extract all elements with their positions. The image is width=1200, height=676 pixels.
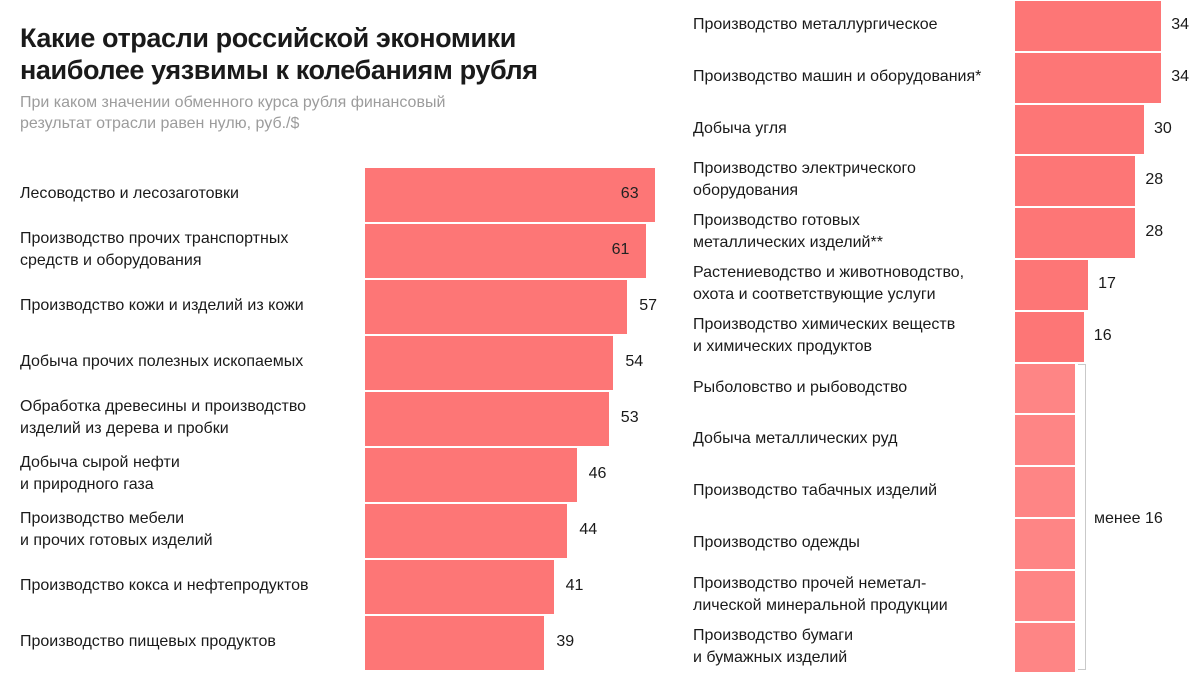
bar-category-label-line: Производство мебели <box>20 510 185 527</box>
bar-category-label-line: Производство прочих транспортных <box>20 230 289 247</box>
bar-category-label-line: Производство металлургическое <box>693 15 938 33</box>
bar <box>1015 467 1076 517</box>
bar-category-label: Добыча прочих полезных ископаемых <box>20 351 303 373</box>
bar <box>365 616 545 670</box>
bar-category-label: Производство готовых металлических издели… <box>693 210 883 254</box>
bar-category-label: Производство бумаги и бумажных изделий <box>693 625 853 669</box>
bar <box>365 168 655 222</box>
bar-category-label-line: Обработка древесины и производство <box>20 398 307 415</box>
bar-category-label-line: и химических продуктов <box>693 337 873 355</box>
bar-category-label: Добыча металлических руд <box>693 428 897 450</box>
bar-value-label: 30 <box>1154 119 1172 137</box>
bar <box>1015 52 1162 103</box>
bar-category-label: Производство машин и оборудования* <box>693 66 981 88</box>
bar <box>1015 363 1076 414</box>
bar-category-label: Производство кожи и изделий из кожи <box>20 295 304 317</box>
bar-category-label-line: оборудования <box>693 182 799 200</box>
group-bracket <box>1078 364 1086 670</box>
bar <box>1015 570 1076 621</box>
bar-category-label: Рыболовство и рыбоводство <box>693 377 907 399</box>
bar-category-label-line: металлических изделий** <box>693 234 883 252</box>
bar-category-label-line: Добыча прочих полезных ископаемых <box>20 353 304 370</box>
bar-category-label-line: Растениеводство и животноводство, <box>693 263 965 281</box>
bar <box>365 392 609 446</box>
bar-value-label: 44 <box>579 521 598 538</box>
bar <box>1015 622 1076 673</box>
bar-category-label-line: Производство табачных изделий <box>693 482 938 500</box>
chart-title: Какие отрасли российской экономики наибо… <box>20 23 538 85</box>
bar-category-label-line: и бумажных изделий <box>693 648 848 666</box>
bar-category-label: Добыча сырой нефти и природного газа <box>20 452 180 496</box>
bar-category-label: Производство прочей неметал-лической мин… <box>693 573 948 617</box>
bar-category-label-line: Производство одежды <box>693 533 860 551</box>
bar-category-label: Производство прочих транспортных средств … <box>20 228 288 272</box>
bar-category-label-line: Производство бумаги <box>693 626 854 644</box>
bar-category-label: Производство электрического оборудования <box>693 158 916 202</box>
bar-value-label: 34 <box>1171 15 1189 33</box>
chart-subtitle: При каком значении обменного курса рубля… <box>20 94 446 132</box>
bar-value-label: 17 <box>1098 274 1116 292</box>
bar-category-label-line: Производство кокса и нефтепродуктов <box>20 577 309 594</box>
bar-category-label-line: средств и оборудования <box>20 252 202 269</box>
bar-category-label: Обработка древесины и производство издели… <box>20 396 306 440</box>
bar <box>1015 1 1162 51</box>
bar-category-label-line: Производство готовых <box>693 212 860 230</box>
bar-value-label: 28 <box>1145 223 1164 241</box>
bar-category-label-line: и прочих готовых изделий <box>20 532 213 549</box>
bar-category-label: Производство мебели и прочих готовых изде… <box>20 508 213 552</box>
bar-category-label-line: Производство электрического <box>693 160 916 178</box>
bar-category-label: Добыча угля <box>693 118 787 140</box>
bar-category-label-line: Добыча угля <box>693 119 787 137</box>
bar-category-label: Лесоводство и лесозаготовки <box>20 183 239 205</box>
bar <box>1015 208 1136 258</box>
bar <box>1015 415 1076 466</box>
bar-category-label: Растениеводство и животноводство, охота и… <box>693 262 964 306</box>
bar-category-label: Производство химических веществ и химичес… <box>693 314 955 358</box>
bar-category-label-line: и природного газа <box>20 476 154 493</box>
bar-category-label-line: Производство кожи и изделий из кожи <box>20 297 304 314</box>
bar-value-label: 53 <box>620 409 639 426</box>
bar-category-label-line: изделий из дерева и пробки <box>20 420 229 437</box>
bar-category-label-line: Добыча сырой нефти <box>20 454 180 471</box>
bar-category-label-line: лической минеральной продукции <box>693 596 948 614</box>
bar-category-label-line: Производство машин и оборудования* <box>693 67 982 85</box>
bar-category-label-line: Производство прочей неметал- <box>693 574 927 592</box>
bar-category-label-line: Производство химических веществ <box>693 315 956 333</box>
bar-value-label: 57 <box>639 297 657 314</box>
bar-category-label-line: охота и соответствующие услуги <box>693 285 936 303</box>
bar <box>1015 519 1076 569</box>
bar-value-label: 46 <box>588 465 607 482</box>
bar <box>365 336 614 390</box>
group-label: менее 16 <box>1094 510 1163 527</box>
bar-value-label: 34 <box>1171 67 1189 85</box>
bar-category-label: Производство металлургическое <box>693 14 938 36</box>
bar <box>1015 311 1084 362</box>
bar <box>365 280 628 334</box>
bar <box>365 224 646 278</box>
bar-category-label-line: Добыча металлических руд <box>693 430 898 448</box>
bar-value-label: 63 <box>620 185 639 202</box>
bar-category-label: Производство одежды <box>693 532 860 554</box>
bar-value-label: 54 <box>625 353 644 370</box>
bar-category-label-line: Лесоводство и лесозаготовки <box>20 185 239 202</box>
bar <box>365 560 554 614</box>
bar-value-label: 39 <box>556 633 575 650</box>
bar-value-label: 41 <box>565 577 584 594</box>
bar-value-label: 16 <box>1093 326 1112 344</box>
bar <box>365 504 568 558</box>
bar-value-label: 61 <box>611 241 630 258</box>
bar-category-label: Производство кокса и нефтепродуктов <box>20 575 309 597</box>
bar <box>1015 260 1089 310</box>
bar <box>1015 104 1144 155</box>
bar-category-label: Производство табачных изделий <box>693 480 937 502</box>
bar-category-label-line: Рыболовство и рыбоводство <box>693 378 908 396</box>
bar <box>1015 156 1136 207</box>
bar-category-label: Производство пищевых продуктов <box>20 631 276 653</box>
bar-category-label-line: Производство пищевых продуктов <box>20 633 276 650</box>
bar <box>365 448 577 502</box>
bar-value-label: 28 <box>1145 171 1164 189</box>
